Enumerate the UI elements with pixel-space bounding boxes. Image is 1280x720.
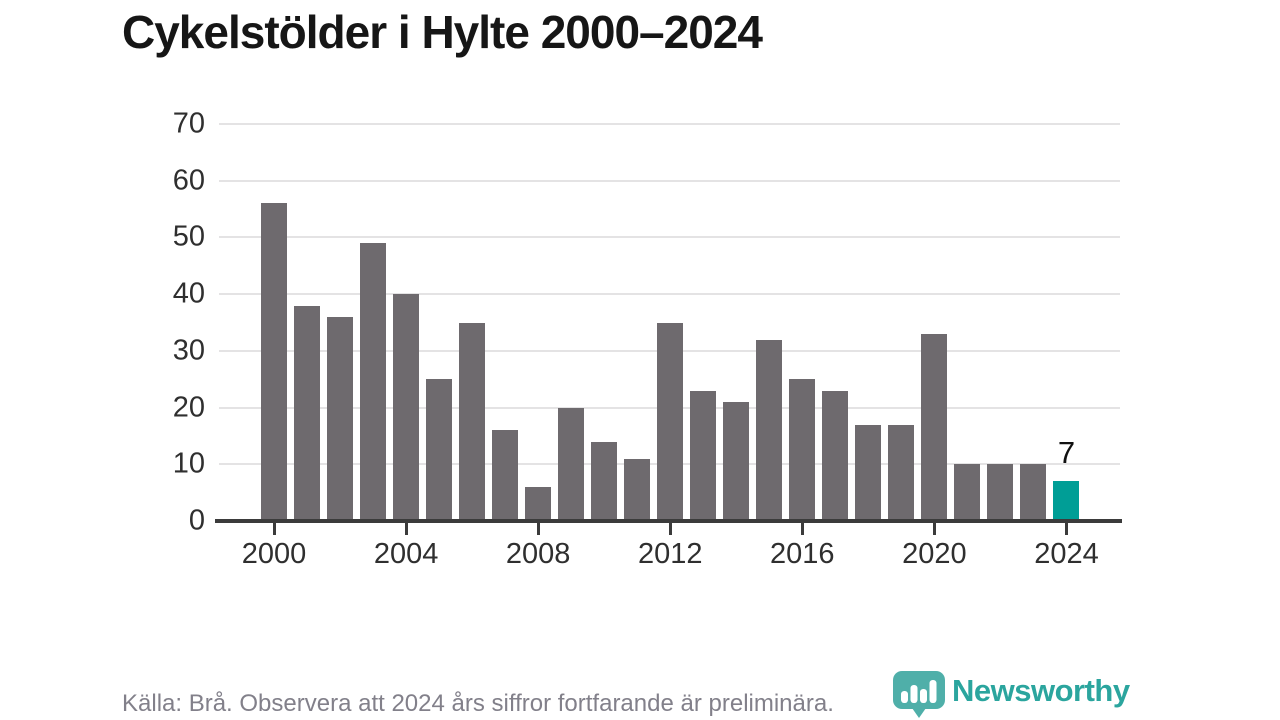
bar-2007 xyxy=(492,430,519,521)
y-tick-label-10: 10 xyxy=(172,447,205,480)
newsworthy-logo: Newsworthy xyxy=(893,671,1130,718)
gridline-40 xyxy=(219,293,1120,296)
x-tick-label-2016: 2016 xyxy=(770,538,835,570)
bar-2011 xyxy=(624,458,651,521)
x-axis-line xyxy=(215,519,1122,523)
x-tick-label-2012: 2012 xyxy=(637,538,703,570)
source-note: Källa: Brå. Observera att 2024 års siffr… xyxy=(122,690,834,717)
x-tick-2024 xyxy=(1064,523,1068,535)
y-tick-label-30: 30 xyxy=(172,334,205,367)
x-tick-label-2024: 2024 xyxy=(1034,538,1099,570)
bar-2008 xyxy=(525,486,552,521)
x-tick-2004 xyxy=(404,523,408,535)
bar-2013 xyxy=(690,390,717,521)
gridline-60 xyxy=(219,179,1120,182)
newsworthy-speech-bubble-bar-chart-icon xyxy=(893,671,945,718)
y-tick-label-60: 60 xyxy=(172,164,205,197)
y-tick-label-50: 50 xyxy=(172,220,205,253)
y-tick-label-0: 0 xyxy=(188,504,205,537)
bar-2000 xyxy=(261,203,287,521)
bar-2014 xyxy=(723,401,750,521)
bar-2024 xyxy=(1053,481,1080,521)
bar-2022 xyxy=(987,464,1014,521)
bar-2020 xyxy=(921,333,948,521)
value-label-2024: 7 xyxy=(1057,435,1076,471)
page-title: Cykelstölder i Hylte 2000–2024 xyxy=(122,6,763,58)
x-tick-label-2020: 2020 xyxy=(902,538,967,570)
x-tick-label-2000: 2000 xyxy=(241,538,307,570)
bar-2018 xyxy=(855,424,882,521)
y-tick-label-70: 70 xyxy=(172,107,205,140)
bar-2009 xyxy=(558,407,585,521)
x-tick-2000 xyxy=(272,523,276,535)
gridline-50 xyxy=(219,236,1120,239)
bar-2021 xyxy=(954,464,981,521)
bar-2006 xyxy=(459,322,486,521)
x-tick-2016 xyxy=(800,523,804,535)
brand-name: Newsworthy xyxy=(952,673,1130,708)
bar-2019 xyxy=(888,424,915,521)
x-tick-2020 xyxy=(932,523,936,535)
bar-2023 xyxy=(1020,464,1047,521)
x-tick-2008 xyxy=(536,523,540,535)
bar-2004 xyxy=(393,294,420,521)
bar-2015 xyxy=(756,339,783,521)
bar-2005 xyxy=(426,379,453,521)
x-tick-label-2008: 2008 xyxy=(505,538,571,570)
bar-2002 xyxy=(327,316,354,521)
y-tick-label-40: 40 xyxy=(172,277,205,310)
x-tick-2012 xyxy=(668,523,672,535)
bar-2010 xyxy=(591,441,618,521)
y-tick-label-20: 20 xyxy=(172,391,205,424)
bar-2001 xyxy=(294,305,321,521)
plot-area: 7 2000 2004 2008 2012 2016 2020 2024 0 10 20 30 40… xyxy=(173,108,1122,570)
bar-2003 xyxy=(360,243,387,521)
bar-2012 xyxy=(657,322,684,521)
gridline-70 xyxy=(219,123,1120,125)
x-tick-label-2004: 2004 xyxy=(373,538,439,570)
bar-2017 xyxy=(822,390,849,521)
bar-2016 xyxy=(789,379,816,521)
